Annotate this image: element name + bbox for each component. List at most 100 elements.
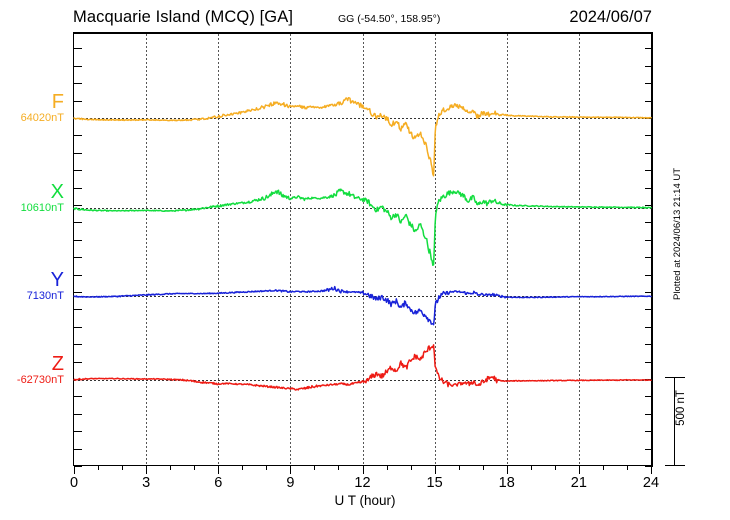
ytick-right	[645, 153, 652, 154]
xtick-16	[459, 466, 460, 470]
ytick-left	[74, 292, 82, 293]
component-label-z: Z -62730nT	[2, 354, 64, 387]
baseline-f	[74, 118, 651, 119]
ytick-left	[74, 83, 82, 84]
scale-bar-label: 500 nT	[675, 390, 687, 426]
x-axis-title: U T (hour)	[334, 493, 396, 508]
xtick-22	[603, 466, 604, 470]
xtick-label-6: 6	[214, 475, 223, 491]
xtick-14	[411, 466, 412, 470]
xtick-label-15: 15	[426, 475, 443, 491]
ytick-left	[74, 205, 82, 206]
ytick-left	[74, 240, 82, 241]
xtick-label-21: 21	[570, 475, 587, 491]
ytick-left	[74, 66, 82, 67]
ytick-right	[645, 83, 652, 84]
gridline-hour-12	[363, 34, 364, 465]
ytick-left	[74, 396, 82, 397]
gridline-hour-15	[435, 34, 436, 465]
xtick-15	[435, 466, 436, 474]
xtick-3	[146, 466, 147, 474]
xtick-11	[338, 466, 339, 470]
plotted-at-timestamp: Plotted at 2024/06/13 21:14 UT	[672, 167, 683, 300]
xtick-5	[194, 466, 195, 470]
xtick-label-12: 12	[354, 475, 371, 491]
ytick-right	[645, 135, 652, 136]
xtick-20	[555, 466, 556, 470]
ytick-left	[74, 344, 82, 345]
baseline-y	[74, 296, 651, 297]
gridline-hour-9	[290, 34, 291, 465]
plot-area	[73, 33, 652, 466]
ytick-left	[74, 170, 82, 171]
ytick-right	[645, 292, 652, 293]
xtick-2	[122, 466, 123, 470]
ytick-right	[645, 257, 652, 258]
scale-bar-top-cap	[665, 377, 685, 379]
component-symbol-z: Z	[51, 353, 64, 375]
xtick-19	[531, 466, 532, 470]
ytick-right	[645, 240, 652, 241]
ytick-left	[74, 153, 82, 154]
xtick-24	[651, 466, 652, 474]
ytick-left	[74, 275, 82, 276]
ytick-right	[645, 431, 652, 432]
ytick-right	[645, 344, 652, 345]
ytick-right	[645, 362, 652, 363]
ytick-left	[74, 414, 82, 415]
xtick-17	[483, 466, 484, 470]
baseline-x	[74, 208, 651, 209]
xtick-1	[98, 466, 99, 470]
trace-x	[73, 188, 652, 267]
trace-f	[73, 96, 652, 177]
xtick-label-3: 3	[142, 475, 151, 491]
scale-bar-line	[674, 378, 676, 466]
ytick-left	[74, 48, 82, 49]
ytick-left	[74, 222, 82, 223]
trace-y	[73, 285, 652, 326]
ytick-left	[74, 257, 82, 258]
gridline-hour-21	[579, 34, 580, 465]
xtick-label-9: 9	[286, 475, 295, 491]
observation-date: 2024/06/07	[569, 8, 652, 26]
plot-right-border	[651, 33, 653, 467]
ytick-left	[74, 135, 82, 136]
xtick-0	[74, 466, 75, 474]
ytick-right	[645, 309, 652, 310]
component-symbol-x: X	[50, 181, 64, 203]
scale-bar: 500 nT	[664, 376, 687, 468]
xtick-4	[170, 466, 171, 470]
gridline-hour-3	[146, 34, 147, 465]
component-baseline-value-y: 7130nT	[26, 290, 64, 302]
scale-bar-bottom-cap	[665, 465, 685, 467]
plot-top-border	[73, 32, 653, 34]
ytick-right	[645, 222, 652, 223]
ytick-right	[645, 66, 652, 67]
gridline-hour-6	[218, 34, 219, 465]
component-label-f: F 64020nT	[2, 92, 64, 125]
ytick-right	[645, 188, 652, 189]
ytick-left	[74, 309, 82, 310]
xtick-21	[579, 466, 580, 474]
component-symbol-y: Y	[50, 269, 64, 291]
component-baseline-value-x: 10610nT	[20, 202, 64, 214]
ytick-left	[74, 101, 82, 102]
ytick-right	[645, 396, 652, 397]
trace-z	[73, 344, 652, 391]
ytick-right	[645, 205, 652, 206]
component-label-y: Y 7130nT	[2, 270, 64, 303]
xtick-9	[290, 466, 291, 474]
xtick-8	[266, 466, 267, 470]
gridline-hour-18	[507, 34, 508, 465]
ytick-left	[74, 327, 82, 328]
xtick-label-18: 18	[498, 475, 515, 491]
xtick-7	[242, 466, 243, 470]
ytick-right	[645, 48, 652, 49]
xtick-12	[363, 466, 364, 474]
magnetogram-traces	[73, 96, 652, 391]
xtick-6	[218, 466, 219, 474]
ytick-left	[74, 188, 82, 189]
xtick-18	[507, 466, 508, 474]
geographic-coordinates: GG (-54.50°, 158.95°)	[338, 13, 441, 25]
